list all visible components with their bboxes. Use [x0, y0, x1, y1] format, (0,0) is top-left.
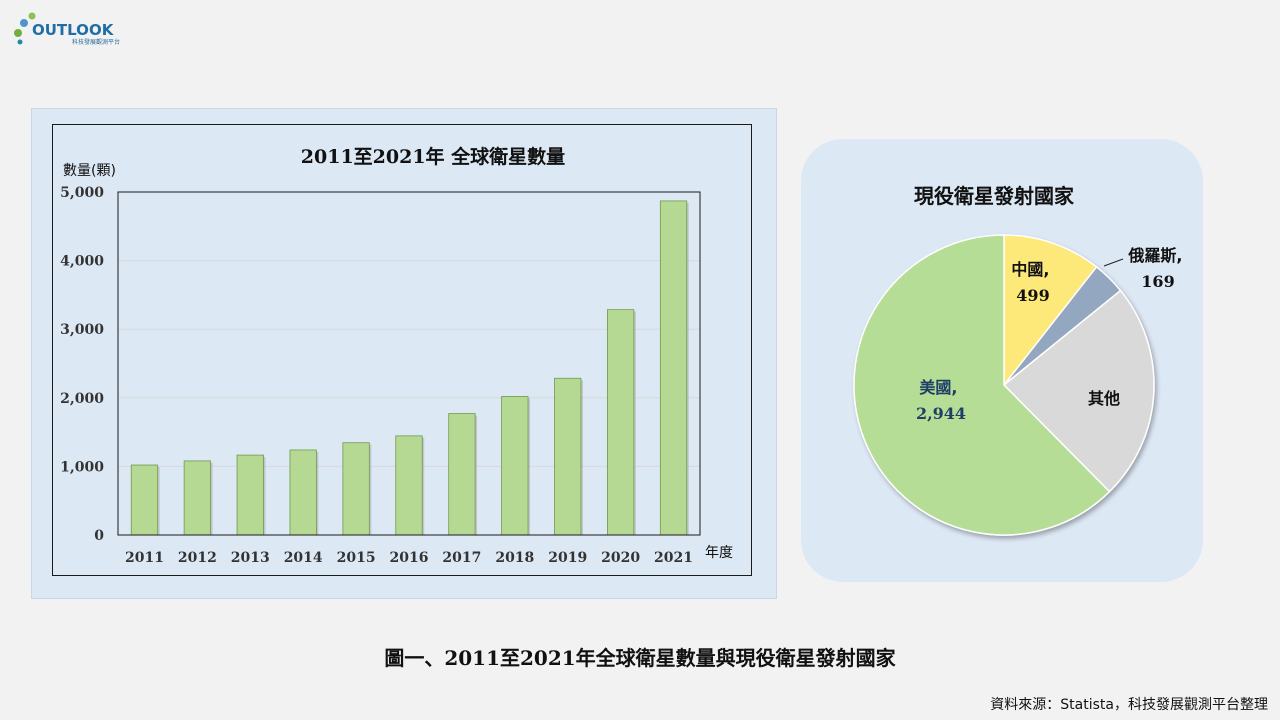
y-axis-label: 數量(顆): [63, 163, 116, 179]
pie-label-china-comma: ,: [1043, 260, 1049, 279]
bar-2013: [236, 454, 264, 536]
x-tick-label: 2013: [231, 550, 270, 566]
bar-2019: [554, 377, 582, 536]
bar-2015: [342, 442, 370, 536]
y-tick-label: 4,000: [60, 254, 104, 270]
plot-area-border: [117, 191, 701, 536]
x-tick-label: 2014: [284, 550, 323, 566]
logo-subtext: 科技發展觀測平台: [72, 38, 120, 46]
russia-leader-line: [1103, 258, 1124, 267]
x-tick-label: 2015: [337, 550, 376, 566]
pie-chart-title: 現役衛星發射國家: [914, 184, 1075, 208]
logo-dot: [17, 39, 23, 45]
x-tick-label: 2018: [495, 550, 534, 566]
pie-slice-0: [1003, 234, 1098, 388]
bar-2012: [183, 460, 211, 536]
bar-2016: [395, 435, 423, 536]
pie-label-russia: 俄羅斯, 169: [1127, 246, 1187, 291]
pie-label-russia-name: 俄羅斯: [1127, 246, 1176, 265]
bar-2017: [448, 413, 476, 536]
logo-dot: [28, 12, 36, 20]
pie-label-usa: 美國, 2,944: [916, 378, 966, 423]
bar-chart-panel: 2011至2021年 全球衛星數量 數量(顆) 年度 0 1,000 2,000 3,…: [31, 108, 777, 599]
pie-label-china: 中國, 499: [1011, 260, 1054, 305]
pie-label-usa-value: 2,944: [916, 404, 966, 423]
bar-chart-title: 2011至2021年 全球衛星數量: [301, 145, 565, 168]
figure-caption: 圖一、2011至2021年全球衛星數量與現役衛星發射國家: [384, 646, 896, 670]
x-tick-label: 2020: [601, 550, 640, 566]
x-tick-label: 2011: [125, 550, 164, 566]
pie-slice-2: [1002, 289, 1155, 493]
y-tick-label: 3,000: [60, 322, 104, 338]
pie-label-russia-comma: ,: [1176, 246, 1182, 265]
pie-slice-3: [853, 234, 1111, 536]
source-note: 資料來源：Statista，科技發展觀測平台整理: [990, 697, 1268, 713]
pie-label-usa-name: 美國: [919, 378, 951, 397]
y-tick-label: 5,000: [60, 185, 104, 201]
x-tick-label: 2021: [654, 550, 693, 566]
x-axis-label: 年度: [705, 545, 733, 561]
x-tick-label: 2016: [390, 550, 429, 566]
bar-2018: [501, 396, 529, 536]
y-tick-label: 2,000: [60, 391, 104, 407]
pie-chart: 現役衛星發射國家 中國, 499 俄羅斯, 169 其他 美國, 2,944: [853, 184, 1187, 536]
pie-label-usa-comma: ,: [951, 378, 957, 397]
bar-chart: 2011至2021年 全球衛星數量 數量(顆) 年度 0 1,000 2,000 3,…: [60, 145, 733, 566]
pie-chart-panel: 現役衛星發射國家 中國, 499 俄羅斯, 169 其他 美國, 2,944: [801, 139, 1203, 582]
bar-chart-frame: 2011至2021年 全球衛星數量 數量(顆) 年度 0 1,000 2,000 3,…: [52, 124, 752, 576]
pie-label-china-name: 中國: [1011, 260, 1043, 279]
bar-2020: [607, 309, 635, 536]
pie-label-other: 其他: [1088, 389, 1120, 408]
x-tick-label: 2012: [178, 550, 217, 566]
logo-dot: [14, 29, 22, 37]
x-tick-label: 2017: [442, 550, 481, 566]
bar-2021: [659, 200, 688, 536]
x-tick-label: 2019: [548, 550, 587, 566]
y-tick-label: 1,000: [60, 459, 104, 475]
logo-text: OUTLOOK: [32, 21, 115, 39]
pie-label-china-value: 499: [1016, 286, 1049, 305]
bar-2011: [130, 464, 159, 536]
outlook-logo: OUTLOOK 科技發展觀測平台: [14, 12, 120, 46]
bar-2014: [289, 449, 317, 536]
pie-label-russia-value: 169: [1141, 272, 1174, 291]
logo-dot: [20, 19, 28, 27]
y-tick-label: 0: [94, 528, 104, 544]
